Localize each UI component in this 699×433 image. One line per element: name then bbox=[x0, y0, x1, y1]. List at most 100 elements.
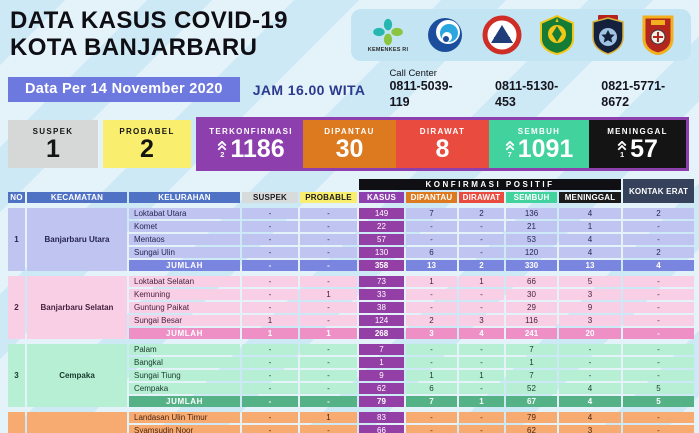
table-row: Kemuning -1 33- -30 3- bbox=[8, 289, 694, 301]
kelurahan-cell: Sungai Tiung bbox=[129, 370, 240, 382]
kelurahan-cell: Mentaos bbox=[129, 234, 240, 246]
cell-dirawat: 1 bbox=[459, 276, 504, 288]
kontak-erat-header: KONTAK ERAT bbox=[623, 179, 695, 204]
cell-meninggal: 4 bbox=[559, 383, 621, 395]
cell-dirawat-header: DIRAWAT bbox=[459, 192, 504, 204]
increase-arrow-icon: 7 bbox=[505, 140, 515, 159]
kecamatan-group-3: 3 Cempaka Palam - -7- -7- - Bangkal - -1- -1- - Sung… bbox=[6, 342, 696, 409]
cell-dipantau: - bbox=[406, 302, 457, 314]
cell-dipantau: - bbox=[406, 412, 457, 424]
cell-meninggal: 4 bbox=[559, 412, 621, 424]
title-line-1: DATA KASUS COVID-19 bbox=[10, 7, 288, 34]
stat-value: 8 bbox=[435, 134, 450, 163]
kemenkes-caption: KEMENKES RI bbox=[367, 46, 409, 53]
cell-suspek: - bbox=[242, 302, 298, 314]
cell-dipantau: - bbox=[406, 425, 457, 433]
cell-kontak-erat: - bbox=[623, 234, 694, 246]
call-center-number-2: 0811-5130-453 bbox=[495, 79, 559, 109]
cell-dipantau: 1 bbox=[406, 276, 457, 288]
cell-probable: - bbox=[300, 247, 357, 259]
cell-kontak-erat: 2 bbox=[623, 208, 694, 220]
kelurahan-cell: Palam bbox=[129, 344, 240, 356]
cell-kontak-erat: - bbox=[623, 370, 694, 382]
table-row: Cempaka - -62 6-52 4 5 bbox=[8, 383, 694, 395]
cell-kontak-erat: 2 bbox=[623, 247, 694, 259]
cell-kontak-erat: 5 bbox=[623, 383, 694, 395]
cell-meninggal-header: MENINGGAL bbox=[559, 192, 622, 204]
cell-meninggal: 20 bbox=[559, 328, 621, 340]
cell-meninggal: 13 bbox=[559, 260, 621, 272]
cell-suspek: - bbox=[242, 383, 298, 395]
cell-kasus: 62 bbox=[359, 383, 404, 395]
cell-kontak-erat: - bbox=[623, 412, 694, 424]
kemenkes-icon bbox=[373, 18, 403, 45]
header: DATA KASUS COVID-19 KOTA BANJARBARU KEME… bbox=[0, 0, 699, 62]
cell-suspek: 1 bbox=[242, 328, 298, 340]
cell-probable: - bbox=[300, 396, 357, 408]
kalsel-antasari-icon bbox=[539, 15, 574, 55]
banjarbaru-logo bbox=[642, 15, 674, 55]
cell-meninggal: 1 bbox=[559, 221, 621, 233]
delta-value: 2 bbox=[220, 149, 225, 159]
stat-label: SEMBUH bbox=[517, 126, 561, 136]
cell-dipantau: 1 bbox=[406, 370, 457, 382]
cell-dirawat: - bbox=[459, 383, 504, 395]
kelurahan-cell: Loktabat Selatan bbox=[129, 276, 240, 288]
kelurahan-cell: Komet bbox=[129, 221, 240, 233]
cell-dipantau: 6 bbox=[406, 247, 457, 259]
covid-table: KONFIRMASI POSITIF KONTAK ERAT NO KECAMATAN… bbox=[6, 177, 699, 433]
stat-value: 1186 bbox=[230, 134, 285, 163]
stat-value: 1 bbox=[46, 134, 60, 163]
cell-probable: - bbox=[300, 208, 357, 220]
table-row: Syamsudin Noor - -66- -62 3- bbox=[8, 425, 694, 433]
cell-sembuh: 79 bbox=[506, 412, 557, 424]
cell-probable: - bbox=[300, 221, 357, 233]
cell-kontak-erat: - bbox=[623, 289, 694, 301]
cell-suspek: - bbox=[242, 344, 298, 356]
table-header: KONFIRMASI POSITIF KONTAK ERAT NO KECAMATAN… bbox=[6, 177, 696, 205]
cell-sembuh-header: SEMBUH bbox=[506, 192, 557, 204]
stat-terkonfirmasi: TERKONFIRMASI 2 1186 bbox=[199, 120, 303, 169]
stats-confirmed-group: TERKONFIRMASI 2 1186 DIPANTAU 30 DIRAWAT 8 SEMB… bbox=[196, 117, 689, 172]
delta-value: 7 bbox=[507, 149, 512, 159]
cell-probable: - bbox=[300, 234, 357, 246]
stat-dipantau: DIPANTAU 30 bbox=[303, 120, 396, 169]
cell-kasus: 268 bbox=[359, 328, 404, 340]
cell-suspek: - bbox=[242, 260, 298, 272]
jumlah-label: JUMLAH bbox=[129, 396, 240, 408]
cell-kasus: 9 bbox=[359, 370, 404, 382]
cell-sembuh: 136 bbox=[506, 208, 557, 220]
call-center-number-3: 0821-5771-8672 bbox=[601, 79, 666, 109]
cell-meninggal: 3 bbox=[559, 425, 621, 433]
kecamatan-cell: Cempaka bbox=[27, 344, 127, 408]
cell-sembuh: 29 bbox=[506, 302, 557, 314]
cell-sembuh: 120 bbox=[506, 247, 557, 259]
cell-dirawat: 1 bbox=[459, 396, 504, 408]
stat-suspek: SUSPEK 1 bbox=[8, 120, 98, 169]
page-title: DATA KASUS COVID-19 KOTA BANJARBARU bbox=[10, 7, 288, 62]
cell-suspek: - bbox=[242, 276, 298, 288]
delta-value: 1 bbox=[620, 149, 625, 159]
cell-dirawat: - bbox=[459, 412, 504, 424]
jumlah-row: JUMLAH 1 1 268 3 4 241 20- bbox=[8, 328, 694, 340]
cell-kasus-header: KASUS bbox=[359, 192, 404, 204]
increase-arrow-icon: 1 bbox=[617, 140, 627, 159]
cell-meninggal: 5 bbox=[559, 276, 621, 288]
table-row: Sungai Ulin - -130 6-120 4 2 bbox=[8, 247, 694, 259]
table-row: 3 Cempaka Palam - -7- -7- - bbox=[8, 344, 694, 408]
logo-bar: KEMENKES RI bbox=[351, 9, 691, 61]
polda-kalsel-logo bbox=[591, 15, 625, 55]
stat-value: 57 bbox=[630, 134, 658, 163]
kelurahan-cell: Sungai Besar bbox=[129, 315, 240, 327]
cell-kontak-erat: - bbox=[623, 315, 694, 327]
cell-probable: - bbox=[300, 276, 357, 288]
call-center-label: Call Center bbox=[389, 67, 437, 79]
cell-kasus: 7 bbox=[359, 344, 404, 356]
cell-kasus: 66 bbox=[359, 425, 404, 433]
cell-dirawat: - bbox=[459, 247, 504, 259]
table-row: Landasan Ulin Timur -1 83- -79 4- bbox=[8, 412, 694, 433]
jumlah-label: JUMLAH bbox=[129, 328, 240, 340]
header-band-row: KONFIRMASI POSITIF KONTAK ERAT bbox=[8, 179, 695, 204]
title-line-2: KOTA BANJARBARU bbox=[10, 33, 258, 61]
